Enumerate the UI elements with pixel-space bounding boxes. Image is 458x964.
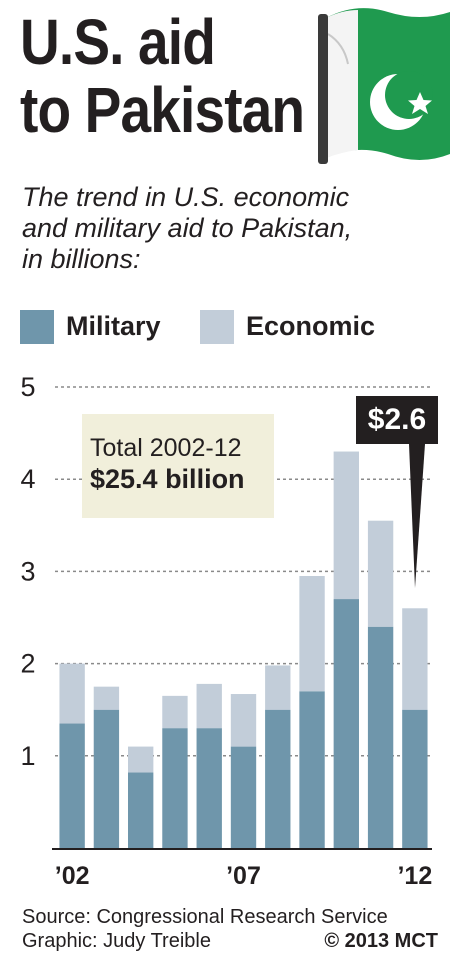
tick-labels: 1 2 3 4 5 ’02 ’07 ’12	[20, 372, 432, 890]
bar-economic-2003	[93, 686, 120, 710]
bar-military-2007	[230, 746, 257, 848]
y-tick-label-2: 2	[20, 649, 35, 679]
total-annotation: Total 2002-12 $25.4 billion	[82, 414, 274, 518]
bar-economic-2011	[367, 520, 394, 627]
legend-swatch-economic	[200, 310, 234, 344]
bar-military-2011	[367, 626, 394, 848]
bar-military-2005	[162, 728, 188, 848]
bar-economic-2002	[59, 663, 85, 724]
bar-military-2002	[59, 723, 85, 848]
bar-military-2008	[265, 709, 291, 848]
y-tick-label-1: 1	[20, 741, 35, 771]
y-tick-label-5: 5	[20, 372, 35, 402]
title-line-1: U.S. aid	[20, 6, 216, 78]
bar-economic-2004	[128, 746, 154, 773]
bar-military-2009	[299, 691, 325, 848]
bar-military-2004	[128, 772, 154, 848]
bar-economic-2012	[402, 608, 428, 710]
callout-2012-value: $2.6	[356, 396, 438, 444]
bar-economic-2005	[162, 695, 188, 729]
graphic-credit: Graphic: Judy Treible	[22, 930, 211, 952]
bar-military-2003	[93, 709, 120, 848]
y-tick-label-3: 3	[20, 556, 35, 586]
copyright-note: © 2013 MCT	[324, 930, 438, 952]
legend-label-military: Military	[66, 311, 161, 341]
bars	[59, 451, 428, 848]
title-line-2: to Pakistan	[20, 74, 305, 146]
bar-military-2010	[333, 599, 359, 848]
total-label: Total 2002-12	[90, 434, 242, 462]
pakistan-flag-icon	[318, 8, 450, 164]
chart-subtitle: The trend in U.S. economic and military …	[22, 182, 442, 275]
bar-economic-2009	[299, 576, 325, 692]
chart-title: U.S. aid to Pakistan	[20, 6, 305, 146]
bar-military-2012	[402, 709, 428, 848]
y-tick-label-4: 4	[20, 464, 35, 494]
bar-economic-2008	[265, 665, 291, 710]
bar-military-2006	[196, 728, 222, 848]
legend-label-economic: Economic	[246, 311, 376, 341]
source-note: Source: Congressional Research Service	[22, 906, 388, 928]
bar-economic-2006	[196, 683, 222, 729]
total-value: $25.4 billion	[90, 464, 245, 494]
legend-swatch-military	[20, 310, 54, 344]
bar-economic-2007	[230, 694, 257, 747]
subtitle-line-3: in billions:	[22, 244, 141, 274]
x-tick-label-2002: ’02	[55, 862, 90, 890]
bar-chart: 1 2 3 4 5 ’02 ’07 ’12	[20, 372, 432, 890]
callout-pointer	[409, 444, 425, 588]
subtitle-line-1: The trend in U.S. economic	[22, 182, 350, 212]
x-tick-label-2007: ’07	[226, 862, 261, 890]
subtitle-line-2: and military aid to Pakistan,	[22, 213, 353, 243]
bar-economic-2010	[333, 451, 359, 600]
x-tick-label-2012: ’12	[397, 862, 432, 890]
